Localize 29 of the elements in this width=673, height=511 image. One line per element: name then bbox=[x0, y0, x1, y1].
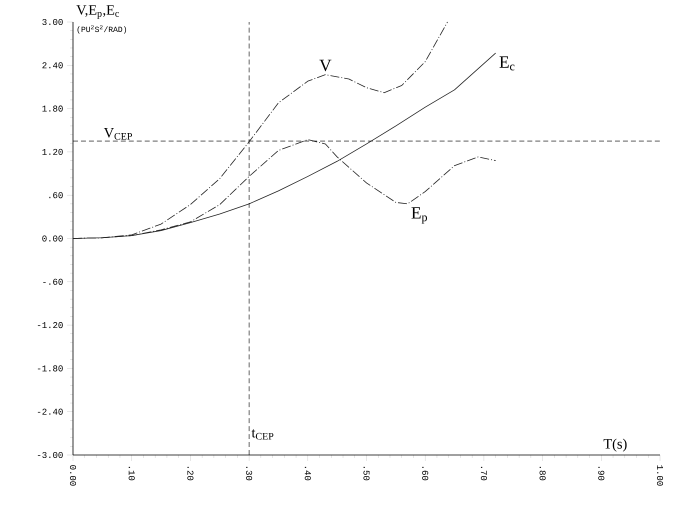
y-tick-label: -2.40 bbox=[38, 408, 63, 415]
x-tick-label: .60 bbox=[422, 466, 428, 480]
x-tick-label: .10 bbox=[128, 466, 135, 480]
y-tick-label: -1.80 bbox=[38, 365, 63, 372]
x-tick-label: .90 bbox=[598, 466, 604, 480]
ref-line-label: V$_{CEP}$ bbox=[104, 128, 132, 140]
y-tick-label: -3.00 bbox=[38, 452, 63, 458]
x-tick-label: .80 bbox=[540, 466, 546, 480]
series-label: E$_{p}$ bbox=[411, 207, 428, 224]
x-axis-title: T(s) bbox=[604, 438, 627, 452]
y-axis-title: V,E$_{p}$,E$_{c}$ bbox=[76, 5, 120, 19]
y-tick-label: .60 bbox=[49, 192, 63, 198]
x-tick-label: .20 bbox=[187, 466, 194, 480]
y-tick-label: 1.80 bbox=[42, 106, 63, 112]
y-tick-label: -.60 bbox=[43, 278, 63, 285]
y-tick-label: -1.20 bbox=[38, 322, 63, 328]
x-tick-label: .50 bbox=[363, 466, 370, 480]
y-tick-label: 2.40 bbox=[42, 62, 63, 68]
series-label: V bbox=[319, 60, 332, 72]
x-tick-label: .40 bbox=[304, 466, 311, 480]
x-tick-label: 0.00 bbox=[70, 465, 76, 486]
series-label: E$_{c}$ bbox=[500, 56, 514, 70]
y-tick-label: 0.00 bbox=[42, 235, 63, 242]
ref-line-label: t$_{CEP}$ bbox=[252, 429, 274, 440]
x-tick-label: .30 bbox=[246, 466, 252, 480]
x-tick-label: 1.00 bbox=[656, 465, 664, 486]
x-tick-label: .70 bbox=[480, 466, 487, 480]
y-tick-label: 3.00 bbox=[42, 18, 63, 26]
y-tick-label: 1.20 bbox=[42, 148, 63, 155]
